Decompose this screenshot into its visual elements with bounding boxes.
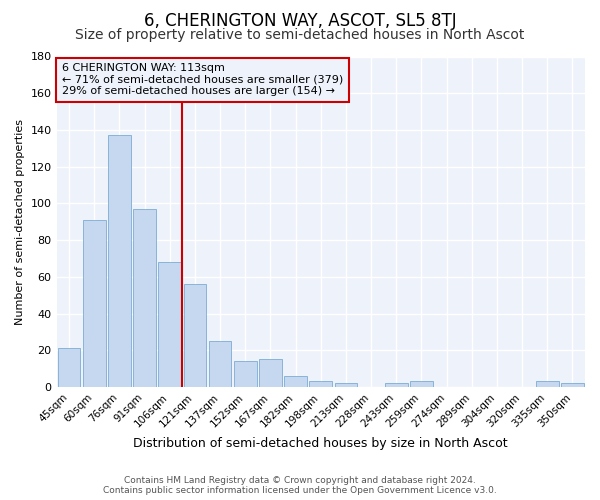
Bar [83,220,106,387]
Bar [536,382,559,387]
Bar [385,384,407,387]
Text: 6, CHERINGTON WAY, ASCOT, SL5 8TJ: 6, CHERINGTON WAY, ASCOT, SL5 8TJ [143,12,457,30]
Bar [561,384,584,387]
Bar [335,384,357,387]
Bar [284,376,307,387]
Text: 6 CHERINGTON WAY: 113sqm
← 71% of semi-detached houses are smaller (379)
29% of : 6 CHERINGTON WAY: 113sqm ← 71% of semi-d… [62,63,343,96]
Bar [259,360,282,387]
Bar [58,348,80,387]
Bar [310,382,332,387]
Bar [209,341,232,387]
X-axis label: Distribution of semi-detached houses by size in North Ascot: Distribution of semi-detached houses by … [133,437,508,450]
Bar [133,209,156,387]
Bar [234,361,257,387]
Bar [410,382,433,387]
Text: Contains HM Land Registry data © Crown copyright and database right 2024.
Contai: Contains HM Land Registry data © Crown c… [103,476,497,495]
Y-axis label: Number of semi-detached properties: Number of semi-detached properties [15,118,25,324]
Bar [158,262,181,387]
Text: Size of property relative to semi-detached houses in North Ascot: Size of property relative to semi-detach… [76,28,524,42]
Bar [184,284,206,387]
Bar [108,136,131,387]
